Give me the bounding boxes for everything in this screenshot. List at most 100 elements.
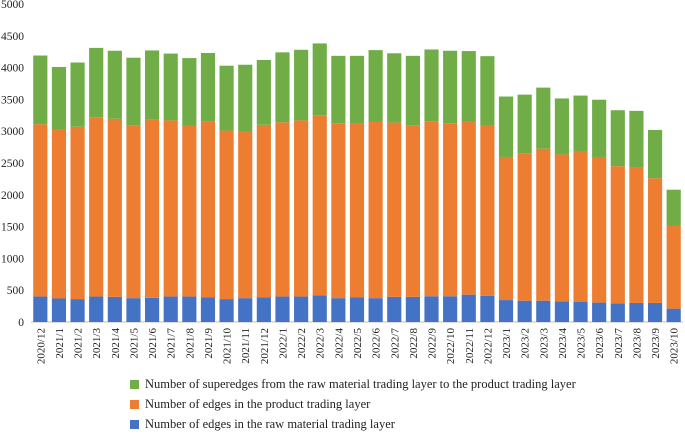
bar-segment-product-edges bbox=[461, 121, 476, 295]
bar-segment-product-edges bbox=[573, 151, 588, 302]
x-tick-label: 2023/3 bbox=[538, 328, 550, 359]
x-tick-label: 2023/5 bbox=[576, 328, 588, 359]
bar-segment-product-edges bbox=[480, 125, 495, 296]
bar-segment-superedges bbox=[89, 47, 104, 118]
bar-segment-product-edges bbox=[51, 129, 67, 299]
legend-swatch-raw-material-edges bbox=[130, 419, 139, 429]
bar-segment-product-edges bbox=[145, 119, 160, 298]
bar-segment-product-edges bbox=[647, 178, 663, 303]
bar-segment-superedges bbox=[145, 50, 160, 120]
chart-bars bbox=[33, 43, 681, 322]
bar-segment-product-edges bbox=[312, 115, 327, 296]
bar-segment-raw-material-edges bbox=[424, 296, 439, 322]
bar-segment-product-edges bbox=[126, 125, 141, 299]
bar-segment-raw-material-edges bbox=[517, 300, 532, 322]
x-tick-label: 2021/6 bbox=[147, 328, 159, 359]
bar-segment-product-edges bbox=[498, 156, 514, 301]
bar-segment-product-edges bbox=[70, 126, 85, 300]
bar-segment-product-edges bbox=[610, 166, 625, 304]
bar-segment-superedges bbox=[517, 94, 532, 154]
bar-segment-raw-material-edges bbox=[33, 296, 48, 322]
x-tick-label: 2022/2 bbox=[296, 328, 308, 359]
bar-segment-product-edges bbox=[182, 125, 197, 297]
bar-segment-superedges bbox=[331, 55, 346, 124]
legend-label-raw-material-edges: Number of edges in the raw material trad… bbox=[145, 416, 395, 431]
bar-segment-product-edges bbox=[554, 154, 569, 302]
bar-segment-superedges bbox=[312, 43, 327, 116]
x-tick-label: 2023/7 bbox=[613, 328, 625, 359]
chart-legend: Number of superedges from the raw materi… bbox=[130, 374, 670, 434]
bar-segment-product-edges bbox=[294, 120, 309, 297]
bar-segment-raw-material-edges bbox=[592, 302, 607, 322]
x-tick-label: 2023/10 bbox=[669, 328, 681, 365]
x-tick-label: 2022/5 bbox=[352, 328, 364, 359]
x-tick-label: 2021/9 bbox=[203, 328, 215, 359]
y-tick-label: 2000 bbox=[1, 190, 24, 202]
x-tick-label: 2022/1 bbox=[277, 328, 289, 359]
bar-segment-product-edges bbox=[107, 118, 122, 297]
bar-segment-superedges bbox=[349, 55, 365, 124]
bar-segment-raw-material-edges bbox=[70, 299, 85, 322]
bar-segment-raw-material-edges bbox=[480, 295, 495, 322]
x-tick-label: 2022/11 bbox=[464, 328, 476, 364]
bar-segment-superedges bbox=[70, 62, 85, 127]
bar-segment-raw-material-edges bbox=[312, 295, 327, 322]
bar-segment-raw-material-edges bbox=[89, 296, 104, 322]
bar-segment-product-edges bbox=[331, 123, 346, 299]
bar-segment-superedges bbox=[182, 58, 197, 126]
x-tick-label: 2022/8 bbox=[408, 328, 420, 359]
x-tick-label: 2022/7 bbox=[389, 328, 401, 359]
y-tick-label: 5000 bbox=[1, 0, 24, 11]
bar-segment-superedges bbox=[424, 49, 439, 122]
bar-segment-superedges bbox=[275, 52, 290, 123]
legend-swatch-superedges bbox=[130, 379, 139, 389]
legend-swatch-product-edges bbox=[130, 399, 139, 409]
bar-segment-raw-material-edges bbox=[610, 303, 625, 322]
bar-segment-product-edges bbox=[163, 120, 178, 297]
bar-segment-superedges bbox=[294, 49, 309, 121]
bar-segment-superedges bbox=[163, 53, 178, 121]
bar-segment-superedges bbox=[666, 189, 681, 226]
x-tick-label: 2022/9 bbox=[427, 328, 439, 359]
bar-segment-raw-material-edges bbox=[349, 297, 365, 322]
legend-item-superedges: Number of superedges from the raw materi… bbox=[130, 374, 670, 394]
bar-segment-superedges bbox=[443, 50, 458, 124]
bar-segment-superedges bbox=[573, 95, 588, 152]
x-tick-label: 2021/3 bbox=[91, 328, 103, 359]
bar-segment-superedges bbox=[256, 59, 271, 125]
legend-item-product-edges: Number of edges in the product trading l… bbox=[130, 394, 670, 414]
bar-segment-superedges bbox=[107, 50, 122, 119]
x-tick-label: 2022/6 bbox=[371, 328, 383, 359]
x-tick-label: 2023/1 bbox=[501, 328, 513, 359]
bar-segment-raw-material-edges bbox=[573, 301, 588, 322]
x-tick-label: 2021/4 bbox=[110, 328, 122, 359]
x-tick-label: 2021/10 bbox=[222, 328, 234, 365]
bar-segment-superedges bbox=[536, 87, 551, 149]
bar-segment-superedges bbox=[405, 55, 420, 126]
bar-segment-superedges bbox=[592, 99, 607, 157]
bar-segment-raw-material-edges bbox=[629, 302, 644, 322]
bar-segment-superedges bbox=[554, 98, 569, 155]
bar-segment-superedges bbox=[219, 65, 234, 131]
bar-segment-raw-material-edges bbox=[387, 296, 402, 322]
bar-segment-raw-material-edges bbox=[238, 298, 253, 322]
bar-segment-product-edges bbox=[536, 148, 551, 301]
bar-segment-product-edges bbox=[200, 121, 216, 298]
bar-segment-raw-material-edges bbox=[51, 298, 67, 322]
x-tick-label: 2021/11 bbox=[240, 328, 252, 364]
bar-segment-superedges bbox=[51, 66, 67, 130]
x-tick-label: 2021/1 bbox=[54, 328, 66, 359]
bar-segment-superedges bbox=[33, 55, 48, 125]
bar-segment-superedges bbox=[126, 57, 141, 126]
x-axis-tick-labels: 2020/12 2021/1 2021/2 2021/3 2021/4 2021/5 202… bbox=[35, 328, 680, 365]
bar-segment-raw-material-edges bbox=[554, 301, 569, 322]
bar-segment-product-edges bbox=[275, 122, 290, 297]
bar-segment-product-edges bbox=[33, 124, 48, 297]
bar-segment-product-edges bbox=[592, 156, 607, 303]
x-tick-label: 2023/8 bbox=[631, 328, 643, 359]
y-tick-label: 2500 bbox=[1, 158, 24, 170]
bar-segment-raw-material-edges bbox=[275, 296, 290, 322]
x-tick-label: 2022/3 bbox=[315, 328, 327, 359]
bar-segment-raw-material-edges bbox=[461, 294, 476, 322]
y-tick-label: 1000 bbox=[1, 253, 24, 265]
